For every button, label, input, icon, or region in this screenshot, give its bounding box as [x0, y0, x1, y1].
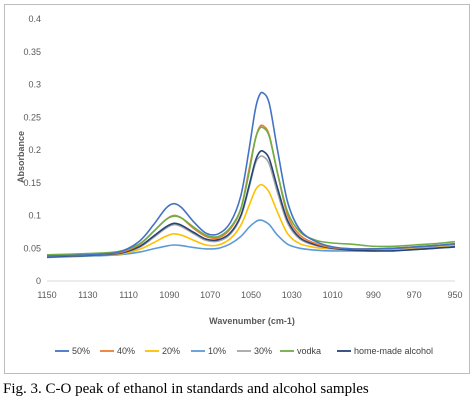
legend: 50% 40% 20% 10% 30% vodka home-made alcohol — [55, 346, 433, 356]
legend-label: 10% — [208, 346, 226, 356]
figure-caption: Fig. 3. C-O peak of ethanol in standards… — [3, 381, 369, 397]
x-tick-label: 1010 — [323, 290, 343, 300]
legend-label: 20% — [162, 346, 180, 356]
x-axis-title: Wavenumber (cm-1) — [209, 316, 295, 326]
chart-frame: 0 0.05 0.1 0.15 0.2 0.25 0.3 0.35 0.4 1150 1130 11… — [4, 4, 470, 374]
series-line-10- — [46, 219, 456, 259]
legend-label: 30% — [254, 346, 272, 356]
y-tick-label: 0.1 — [28, 211, 41, 221]
y-axis-title: Absorbance — [16, 131, 26, 183]
y-tick-label: 0.3 — [28, 80, 41, 90]
legend-label: 40% — [117, 346, 135, 356]
x-tick-label: 990 — [366, 290, 381, 300]
legend-label: vodka — [297, 346, 321, 356]
y-tick-label: 0.05 — [23, 243, 41, 253]
y-tick-label: 0.2 — [28, 145, 41, 155]
x-tick-label: 950 — [447, 290, 462, 300]
x-tick-label: 1030 — [282, 290, 302, 300]
series-line-30- — [46, 155, 456, 258]
x-tick-label: 1150 — [37, 290, 56, 300]
y-tick-label: 0.35 — [23, 47, 41, 57]
x-axis-ticks: 1150 1130 1110 1090 1070 1050 1030 1010 990 970 95… — [37, 290, 462, 300]
y-axis-ticks: 0 0.05 0.1 0.15 0.2 0.25 0.3 0.35 0.4 — [23, 14, 41, 286]
series-line-40- — [46, 124, 456, 257]
legend-label: home-made alcohol — [354, 346, 433, 356]
x-tick-label: 1130 — [78, 290, 97, 300]
absorbance-line-chart: 00.050.10.150.20.250.30.350.4 1150 1130 11… — [16, 14, 463, 356]
series-line-home-made-alcohol — [46, 149, 456, 258]
y-tick-label: 0.15 — [23, 178, 41, 188]
x-tick-label: 1050 — [241, 290, 261, 300]
y-tick-label: 0 — [36, 276, 41, 286]
x-tick-label: 1110 — [119, 290, 138, 300]
series-line-vodka — [46, 126, 456, 256]
x-tick-label: 970 — [407, 290, 422, 300]
series-lines — [46, 91, 456, 259]
x-tick-label: 1070 — [200, 290, 220, 300]
y-tick-label: 0.4 — [28, 14, 41, 24]
y-tick-label: 0.25 — [23, 112, 41, 122]
legend-label: 50% — [72, 346, 90, 356]
x-tick-label: 1090 — [159, 290, 179, 300]
series-line-50- — [46, 91, 456, 257]
